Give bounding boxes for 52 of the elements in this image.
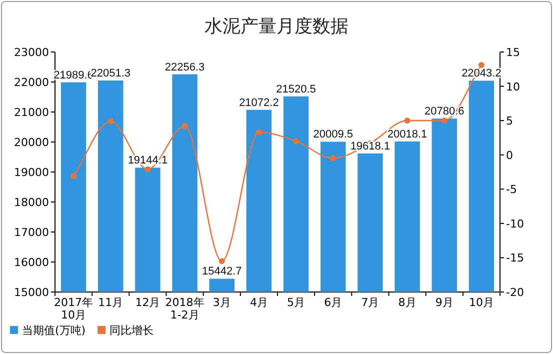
point: [478, 62, 484, 68]
y2-tick-label: 15: [506, 46, 520, 59]
legend-label: 当期值(万吨): [22, 324, 86, 337]
x-tick-label: 7月: [361, 296, 380, 309]
data-label: 21072.2: [239, 96, 279, 109]
y2-tick-label: -20: [506, 286, 524, 299]
x-tick-label: 4月: [250, 296, 268, 309]
y2-tick-label: -15: [506, 252, 524, 265]
x-tick-label: 9月: [435, 296, 454, 309]
x-tick-label: 2017年 10月: [54, 296, 94, 322]
data-label: 21520.5: [276, 83, 316, 96]
x-tick-label: 8月: [398, 296, 416, 309]
x-tick-label: 10月: [468, 296, 494, 309]
y-tick-label: 23000: [14, 46, 49, 59]
legend-label: 同比增长: [110, 324, 154, 337]
y2-tick-label: 10: [506, 80, 520, 94]
point: [144, 166, 151, 172]
point: [70, 173, 77, 180]
y-tick-label: 18000: [14, 196, 49, 209]
y-tick-label: 20000: [14, 136, 49, 149]
data-label: 20009.5: [313, 128, 353, 141]
y-tick-label: 15000: [14, 286, 49, 299]
y-tick-label: 21000: [14, 106, 49, 119]
point: [108, 118, 114, 124]
x-tick-label: 12月: [135, 296, 160, 309]
x-tick-label: 2018年 1-2月: [165, 296, 204, 322]
y2-tick-label: -10: [506, 217, 524, 230]
x-tick-label: 6月: [324, 296, 342, 309]
point: [293, 138, 300, 144]
x-tick-label: 5月: [287, 296, 306, 309]
chart-title: 水泥产量月度数据: [204, 16, 348, 37]
y2-tick-label: 5: [506, 114, 513, 128]
x-tick-label: 3月: [212, 296, 231, 309]
y2-tick-label: 0: [506, 148, 513, 162]
point: [182, 123, 188, 130]
y-tick-label: 22000: [14, 76, 49, 89]
point: [218, 258, 225, 264]
point: [441, 118, 448, 124]
data-label: 22256.3: [164, 61, 205, 74]
data-label: 15442.7: [202, 266, 242, 278]
legend: 同比增长: [98, 324, 154, 337]
y-tick-label: 17000: [14, 226, 49, 239]
data-label: 20018.1: [387, 128, 428, 140]
point: [330, 155, 336, 162]
y-tick-label: 19000: [14, 166, 49, 179]
point: [404, 118, 410, 124]
data-label: 22051.3: [90, 67, 130, 80]
legend: 当期值(万吨): [10, 324, 86, 337]
x-tick-label: 11月: [98, 296, 124, 309]
point: [256, 129, 262, 136]
y2-tick-label: -5: [506, 183, 517, 196]
y-tick-label: 16000: [14, 256, 49, 269]
